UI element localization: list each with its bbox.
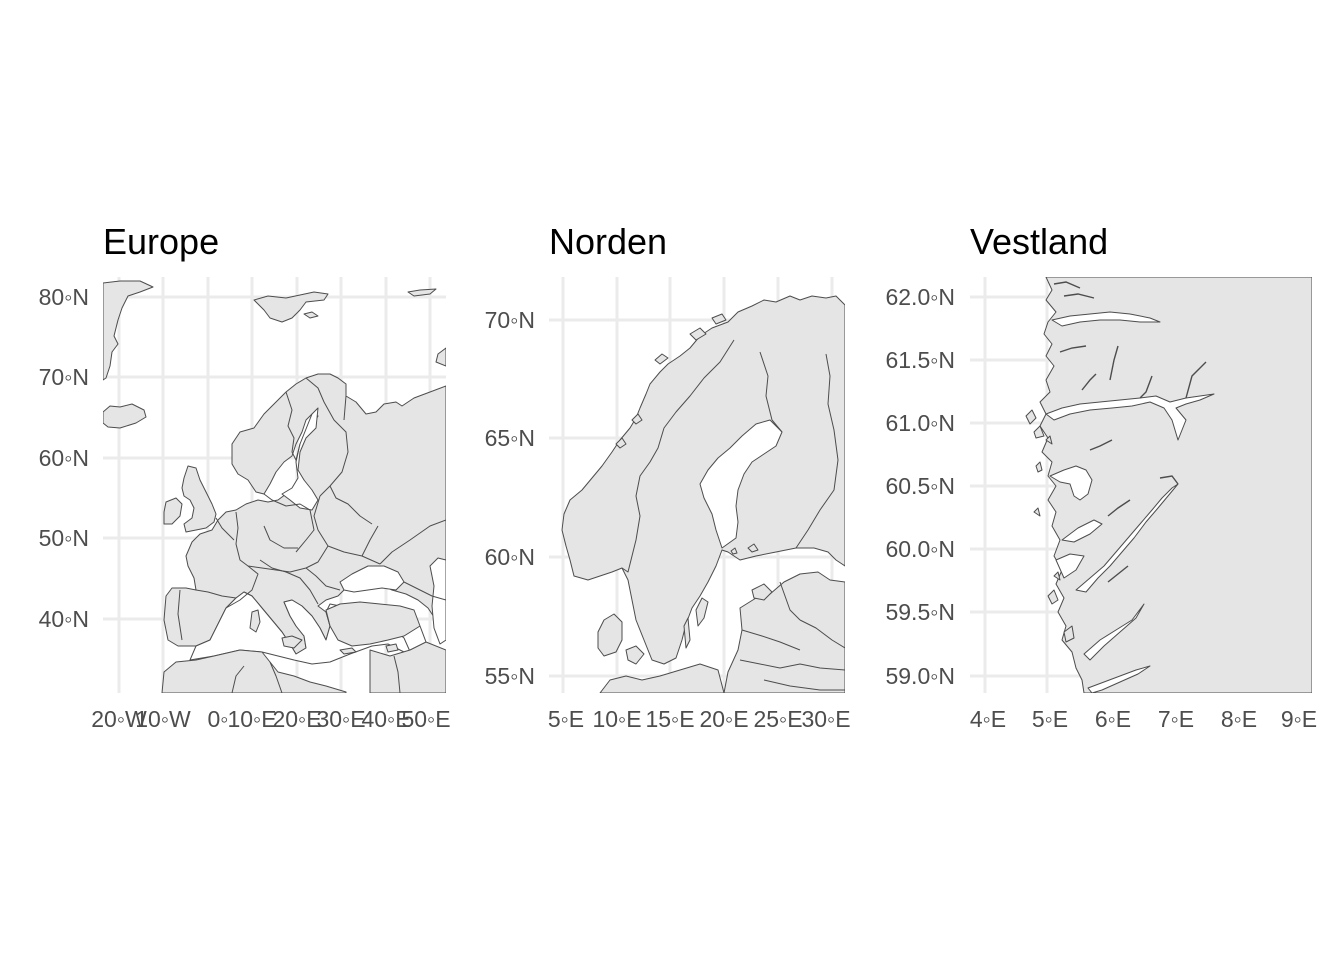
greenland-shape — [103, 280, 154, 381]
bergen-fjord-system-shape — [1049, 465, 1093, 501]
sognefjord-shape — [1045, 393, 1215, 441]
europe-panel-title: Europe — [103, 221, 220, 262]
norden-y-tick-label: 60◦N — [485, 544, 535, 570]
svalbard-shape — [253, 291, 329, 323]
europe-x-tick-label: 10◦W — [135, 706, 191, 732]
norden-islands — [615, 313, 759, 555]
arctic-islet-shape — [303, 311, 319, 319]
sicily-shape — [281, 635, 303, 649]
vestland-x-tick-label: 5◦E — [1032, 706, 1068, 732]
novaya-zemlya-shape — [435, 347, 446, 367]
europe-x-tick-label: 40◦E — [361, 706, 410, 732]
southern-fjord-shape — [1083, 603, 1145, 661]
europe-y-tick-label: 50◦N — [39, 525, 89, 551]
vestland-fjords — [1045, 311, 1215, 693]
crete-shape — [339, 647, 357, 655]
vestland-x-tick-label: 9◦E — [1281, 706, 1317, 732]
norden-x-tick-label: 5◦E — [548, 706, 584, 732]
caspian-sea-shape — [429, 557, 446, 645]
vestland-x-tick-labels: 4◦E 5◦E 6◦E 7◦E 8◦E 9◦E — [970, 706, 1317, 732]
gotland-shape — [695, 597, 709, 627]
baltic-states-shape — [723, 571, 845, 693]
norden-y-tick-label: 70◦N — [485, 307, 535, 333]
oland-shape — [683, 617, 691, 649]
denmark-shape — [597, 613, 623, 657]
iceland-shape — [103, 403, 147, 429]
ireland-shape — [163, 497, 183, 525]
sardinia-shape — [249, 609, 261, 633]
middle-east-shape — [369, 641, 446, 693]
coastal-sound-shape — [1061, 519, 1103, 543]
nordfjord-shape — [1051, 311, 1161, 327]
norden-y-tick-labels: 70◦N 65◦N 60◦N 55◦N — [485, 307, 535, 689]
vestland-coastal-islands — [1025, 409, 1075, 643]
great-britain-shape — [181, 465, 217, 533]
cyprus-shape — [385, 643, 399, 653]
norden-panel: 5◦E 10◦E 15◦E 20◦E 25◦E 30◦E 70◦N 65◦N 6… — [485, 277, 851, 732]
danish-islands-shape — [625, 645, 645, 665]
saaremaa-shape — [751, 583, 773, 601]
europe-x-tick-label: 30◦E — [316, 706, 365, 732]
anatolia-shape — [325, 601, 421, 647]
vestland-y-tick-labels: 62.0◦N 61.5◦N 61.0◦N 60.5◦N 60.0◦N 59.5◦… — [885, 284, 955, 689]
norden-y-tick-label: 65◦N — [485, 425, 535, 451]
norden-x-tick-label: 25◦E — [753, 706, 802, 732]
vestland-y-tick-label: 60.5◦N — [885, 473, 955, 499]
vestland-y-tick-label: 62.0◦N — [885, 284, 955, 310]
europe-landmass — [103, 280, 446, 693]
vestland-x-tick-label: 4◦E — [970, 706, 1006, 732]
europe-y-tick-labels: 80◦N 70◦N 60◦N 50◦N 40◦N — [39, 284, 89, 632]
vestland-y-tick-label: 61.5◦N — [885, 347, 955, 373]
norden-borders — [621, 339, 845, 691]
island-channel-shape — [1055, 553, 1085, 579]
vestland-y-tick-label: 61.0◦N — [885, 410, 955, 436]
europe-panel: 20◦W 10◦W 0◦ 10◦E 20◦E 30◦E 40◦E 50◦E 80… — [39, 277, 451, 732]
norden-landmass — [561, 295, 845, 693]
germany-poland-shape — [599, 663, 725, 693]
europe-y-tick-label: 40◦N — [39, 606, 89, 632]
norden-x-tick-label: 20◦E — [699, 706, 748, 732]
vestland-x-tick-label: 7◦E — [1158, 706, 1194, 732]
vestland-x-tick-label: 8◦E — [1221, 706, 1257, 732]
vestland-fjord-branches — [1053, 281, 1207, 583]
black-sea-shape — [339, 565, 405, 593]
vestland-y-tick-label: 60.0◦N — [885, 536, 955, 562]
franz-josef-shape — [407, 288, 437, 297]
europe-y-tick-label: 70◦N — [39, 364, 89, 390]
gulf-of-bothnia-shape — [699, 419, 783, 549]
norden-x-tick-label: 30◦E — [801, 706, 850, 732]
vestland-x-tick-label: 6◦E — [1095, 706, 1131, 732]
vestland-panel: 4◦E 5◦E 6◦E 7◦E 8◦E 9◦E 62.0◦N 61.5◦N 61… — [885, 277, 1317, 732]
europe-x-tick-label: 0◦ — [208, 706, 229, 732]
norden-x-tick-label: 10◦E — [592, 706, 641, 732]
europe-y-tick-label: 80◦N — [39, 284, 89, 310]
vestland-y-tick-label: 59.0◦N — [885, 663, 955, 689]
europe-x-tick-label: 50◦E — [401, 706, 450, 732]
europe-x-tick-label: 20◦W — [91, 706, 147, 732]
vestland-panel-title: Vestland — [970, 221, 1109, 262]
europe-borders — [177, 377, 446, 693]
boknafjord-shape — [1087, 665, 1151, 693]
norden-x-tick-labels: 5◦E 10◦E 15◦E 20◦E 25◦E 30◦E — [548, 706, 851, 732]
europe-x-tick-labels: 20◦W 10◦W 0◦ 10◦E 20◦E 30◦E 40◦E 50◦E — [91, 706, 450, 732]
europe-y-tick-label: 60◦N — [39, 445, 89, 471]
europe-x-tick-label: 10◦E — [227, 706, 276, 732]
norden-y-tick-label: 55◦N — [485, 663, 535, 689]
vestland-y-tick-label: 59.5◦N — [885, 599, 955, 625]
norden-x-tick-label: 15◦E — [645, 706, 694, 732]
baltic-sea-shape — [281, 407, 319, 511]
europe-x-tick-label: 20◦E — [272, 706, 321, 732]
norden-panel-title: Norden — [549, 221, 668, 262]
vestland-landmass — [1025, 277, 1312, 693]
